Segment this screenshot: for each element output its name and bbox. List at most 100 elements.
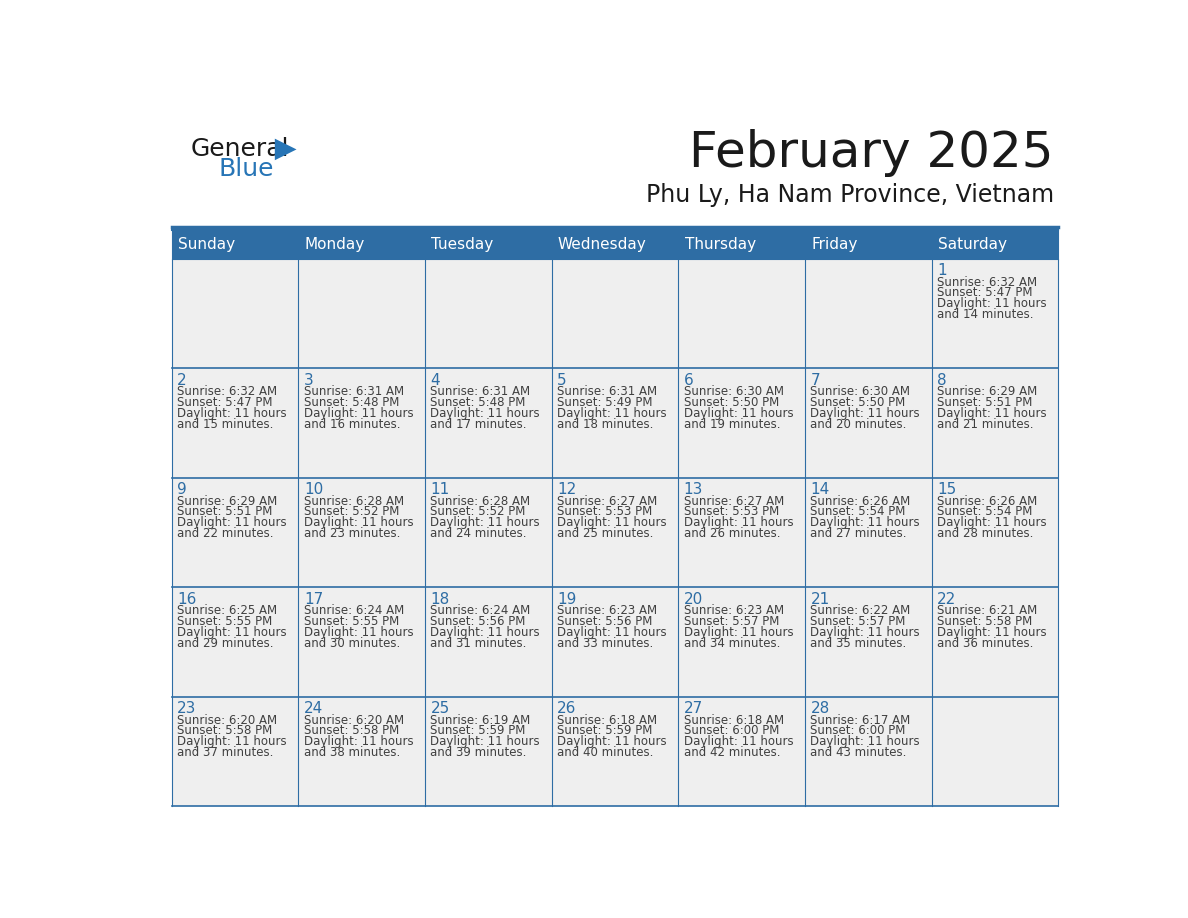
Text: Daylight: 11 hours: Daylight: 11 hours bbox=[810, 735, 920, 748]
Text: Daylight: 11 hours: Daylight: 11 hours bbox=[937, 626, 1047, 639]
Text: Daylight: 11 hours: Daylight: 11 hours bbox=[177, 516, 286, 530]
Text: Sunset: 5:56 PM: Sunset: 5:56 PM bbox=[557, 615, 652, 628]
Text: Sunset: 5:53 PM: Sunset: 5:53 PM bbox=[684, 506, 779, 519]
Text: and 43 minutes.: and 43 minutes. bbox=[810, 746, 906, 759]
Text: Sunset: 5:57 PM: Sunset: 5:57 PM bbox=[684, 615, 779, 628]
Text: and 33 minutes.: and 33 minutes. bbox=[557, 636, 653, 650]
Text: and 28 minutes.: and 28 minutes. bbox=[937, 527, 1034, 540]
Text: 22: 22 bbox=[937, 592, 956, 607]
Text: Sunrise: 6:29 AM: Sunrise: 6:29 AM bbox=[177, 495, 278, 508]
Bar bbox=[298, 697, 425, 806]
Text: Sunrise: 6:26 AM: Sunrise: 6:26 AM bbox=[810, 495, 911, 508]
Text: Sunset: 5:53 PM: Sunset: 5:53 PM bbox=[557, 506, 652, 519]
Text: Sunset: 5:49 PM: Sunset: 5:49 PM bbox=[557, 396, 652, 409]
Bar bbox=[298, 230, 425, 259]
Text: and 26 minutes.: and 26 minutes. bbox=[684, 527, 781, 540]
Bar bbox=[298, 368, 425, 477]
Text: Sunset: 5:50 PM: Sunset: 5:50 PM bbox=[684, 396, 779, 409]
Text: 23: 23 bbox=[177, 701, 196, 716]
Text: Sunset: 5:47 PM: Sunset: 5:47 PM bbox=[177, 396, 273, 409]
Text: Sunrise: 6:17 AM: Sunrise: 6:17 AM bbox=[810, 713, 911, 727]
Text: 11: 11 bbox=[430, 482, 450, 498]
Text: Daylight: 11 hours: Daylight: 11 hours bbox=[557, 735, 666, 748]
Text: Sunrise: 6:21 AM: Sunrise: 6:21 AM bbox=[937, 604, 1037, 617]
Bar bbox=[805, 368, 931, 477]
Text: 10: 10 bbox=[304, 482, 323, 498]
Text: Sunrise: 6:22 AM: Sunrise: 6:22 AM bbox=[810, 604, 911, 617]
Text: Sunrise: 6:28 AM: Sunrise: 6:28 AM bbox=[304, 495, 404, 508]
Bar bbox=[172, 697, 298, 806]
Text: 13: 13 bbox=[684, 482, 703, 498]
Bar bbox=[931, 477, 1059, 588]
Text: Sunrise: 6:31 AM: Sunrise: 6:31 AM bbox=[430, 386, 531, 398]
Bar bbox=[551, 259, 678, 368]
Text: Sunset: 5:51 PM: Sunset: 5:51 PM bbox=[937, 396, 1032, 409]
Text: and 40 minutes.: and 40 minutes. bbox=[557, 746, 653, 759]
Text: Wednesday: Wednesday bbox=[558, 237, 646, 252]
Text: Blue: Blue bbox=[219, 157, 273, 181]
Text: Sunrise: 6:30 AM: Sunrise: 6:30 AM bbox=[684, 386, 784, 398]
Text: and 14 minutes.: and 14 minutes. bbox=[937, 308, 1034, 321]
Text: 27: 27 bbox=[684, 701, 703, 716]
Bar bbox=[425, 588, 551, 697]
Text: and 42 minutes.: and 42 minutes. bbox=[684, 746, 781, 759]
Text: Sunrise: 6:32 AM: Sunrise: 6:32 AM bbox=[177, 386, 277, 398]
Text: Daylight: 11 hours: Daylight: 11 hours bbox=[430, 735, 541, 748]
Text: Sunset: 5:58 PM: Sunset: 5:58 PM bbox=[937, 615, 1032, 628]
Text: and 21 minutes.: and 21 minutes. bbox=[937, 418, 1034, 431]
Text: and 24 minutes.: and 24 minutes. bbox=[430, 527, 527, 540]
Text: 17: 17 bbox=[304, 592, 323, 607]
Text: 3: 3 bbox=[304, 373, 314, 388]
Text: Sunset: 6:00 PM: Sunset: 6:00 PM bbox=[810, 724, 905, 737]
Text: Daylight: 11 hours: Daylight: 11 hours bbox=[810, 626, 920, 639]
Text: Daylight: 11 hours: Daylight: 11 hours bbox=[684, 516, 794, 530]
Text: and 36 minutes.: and 36 minutes. bbox=[937, 636, 1034, 650]
Text: and 25 minutes.: and 25 minutes. bbox=[557, 527, 653, 540]
Text: Daylight: 11 hours: Daylight: 11 hours bbox=[430, 516, 541, 530]
Bar bbox=[551, 588, 678, 697]
Text: Daylight: 11 hours: Daylight: 11 hours bbox=[304, 626, 413, 639]
Text: Sunset: 5:55 PM: Sunset: 5:55 PM bbox=[177, 615, 272, 628]
Text: 26: 26 bbox=[557, 701, 576, 716]
Bar bbox=[425, 477, 551, 588]
Text: February 2025: February 2025 bbox=[689, 129, 1054, 177]
Bar bbox=[805, 230, 931, 259]
Text: Daylight: 11 hours: Daylight: 11 hours bbox=[177, 407, 286, 420]
Text: 9: 9 bbox=[177, 482, 187, 498]
Text: 14: 14 bbox=[810, 482, 829, 498]
Bar bbox=[172, 230, 298, 259]
Text: Sunset: 5:52 PM: Sunset: 5:52 PM bbox=[304, 506, 399, 519]
Text: Sunset: 5:59 PM: Sunset: 5:59 PM bbox=[557, 724, 652, 737]
Text: and 30 minutes.: and 30 minutes. bbox=[304, 636, 400, 650]
Bar bbox=[172, 368, 298, 477]
Text: Monday: Monday bbox=[304, 237, 365, 252]
Text: Sunset: 5:58 PM: Sunset: 5:58 PM bbox=[304, 724, 399, 737]
Bar bbox=[172, 477, 298, 588]
Bar bbox=[931, 368, 1059, 477]
Text: Daylight: 11 hours: Daylight: 11 hours bbox=[430, 407, 541, 420]
Text: General: General bbox=[191, 137, 290, 162]
Text: 15: 15 bbox=[937, 482, 956, 498]
Text: and 18 minutes.: and 18 minutes. bbox=[557, 418, 653, 431]
Bar bbox=[931, 697, 1059, 806]
Text: and 15 minutes.: and 15 minutes. bbox=[177, 418, 273, 431]
Text: Saturday: Saturday bbox=[937, 237, 1007, 252]
Text: 25: 25 bbox=[430, 701, 450, 716]
Bar bbox=[678, 259, 805, 368]
Bar bbox=[298, 259, 425, 368]
Text: Sunset: 6:00 PM: Sunset: 6:00 PM bbox=[684, 724, 779, 737]
Text: 28: 28 bbox=[810, 701, 829, 716]
Text: Daylight: 11 hours: Daylight: 11 hours bbox=[684, 735, 794, 748]
Text: Sunset: 5:57 PM: Sunset: 5:57 PM bbox=[810, 615, 905, 628]
Text: 4: 4 bbox=[430, 373, 440, 388]
Text: and 27 minutes.: and 27 minutes. bbox=[810, 527, 906, 540]
Text: Daylight: 11 hours: Daylight: 11 hours bbox=[557, 626, 666, 639]
Bar bbox=[678, 368, 805, 477]
Text: Daylight: 11 hours: Daylight: 11 hours bbox=[937, 407, 1047, 420]
Text: Sunrise: 6:29 AM: Sunrise: 6:29 AM bbox=[937, 386, 1037, 398]
Text: Tuesday: Tuesday bbox=[431, 237, 493, 252]
Text: 5: 5 bbox=[557, 373, 567, 388]
Text: Sunrise: 6:24 AM: Sunrise: 6:24 AM bbox=[304, 604, 404, 617]
Text: Sunrise: 6:18 AM: Sunrise: 6:18 AM bbox=[557, 713, 657, 727]
Text: Sunset: 5:48 PM: Sunset: 5:48 PM bbox=[304, 396, 399, 409]
